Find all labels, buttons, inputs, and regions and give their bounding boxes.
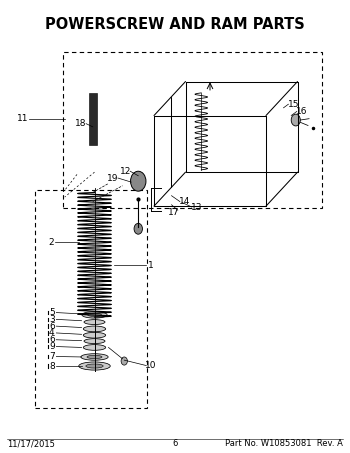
Text: POWERSCREW AND RAM PARTS: POWERSCREW AND RAM PARTS: [45, 17, 305, 33]
Ellipse shape: [83, 326, 106, 332]
Text: 3: 3: [49, 315, 55, 324]
Ellipse shape: [88, 313, 102, 317]
Circle shape: [291, 114, 300, 126]
Circle shape: [131, 171, 146, 191]
Bar: [35, 190, 147, 408]
Text: 16: 16: [296, 107, 307, 116]
Circle shape: [134, 223, 142, 234]
Circle shape: [121, 357, 127, 365]
Ellipse shape: [83, 333, 106, 338]
Text: 6: 6: [172, 439, 178, 448]
Bar: [89, 93, 97, 145]
Text: 12: 12: [120, 167, 131, 176]
Ellipse shape: [82, 312, 107, 318]
Text: 11/17/2015: 11/17/2015: [7, 439, 55, 448]
Text: 6: 6: [49, 335, 55, 344]
Text: 9: 9: [49, 342, 55, 351]
Ellipse shape: [87, 355, 102, 359]
Ellipse shape: [83, 345, 106, 350]
Text: 14: 14: [179, 197, 190, 206]
Text: 6: 6: [49, 322, 55, 331]
Text: 13: 13: [191, 202, 202, 212]
Text: 7: 7: [49, 352, 55, 361]
Bar: [63, 52, 322, 208]
Text: Part No. W10853081  Rev. A: Part No. W10853081 Rev. A: [225, 439, 343, 448]
Ellipse shape: [84, 339, 105, 343]
Text: 15: 15: [288, 100, 300, 109]
Text: 11: 11: [17, 114, 28, 123]
Ellipse shape: [81, 354, 108, 360]
Ellipse shape: [79, 362, 110, 370]
Text: 18: 18: [75, 119, 86, 128]
Text: 8: 8: [49, 361, 55, 371]
Ellipse shape: [86, 364, 103, 368]
Ellipse shape: [84, 320, 105, 324]
Text: 1: 1: [148, 260, 153, 270]
Text: 5: 5: [49, 308, 55, 317]
Text: 10: 10: [146, 361, 157, 370]
Text: 2: 2: [48, 238, 54, 247]
Text: 17: 17: [168, 207, 180, 217]
Text: 4: 4: [49, 328, 55, 337]
Text: 19: 19: [107, 173, 119, 183]
